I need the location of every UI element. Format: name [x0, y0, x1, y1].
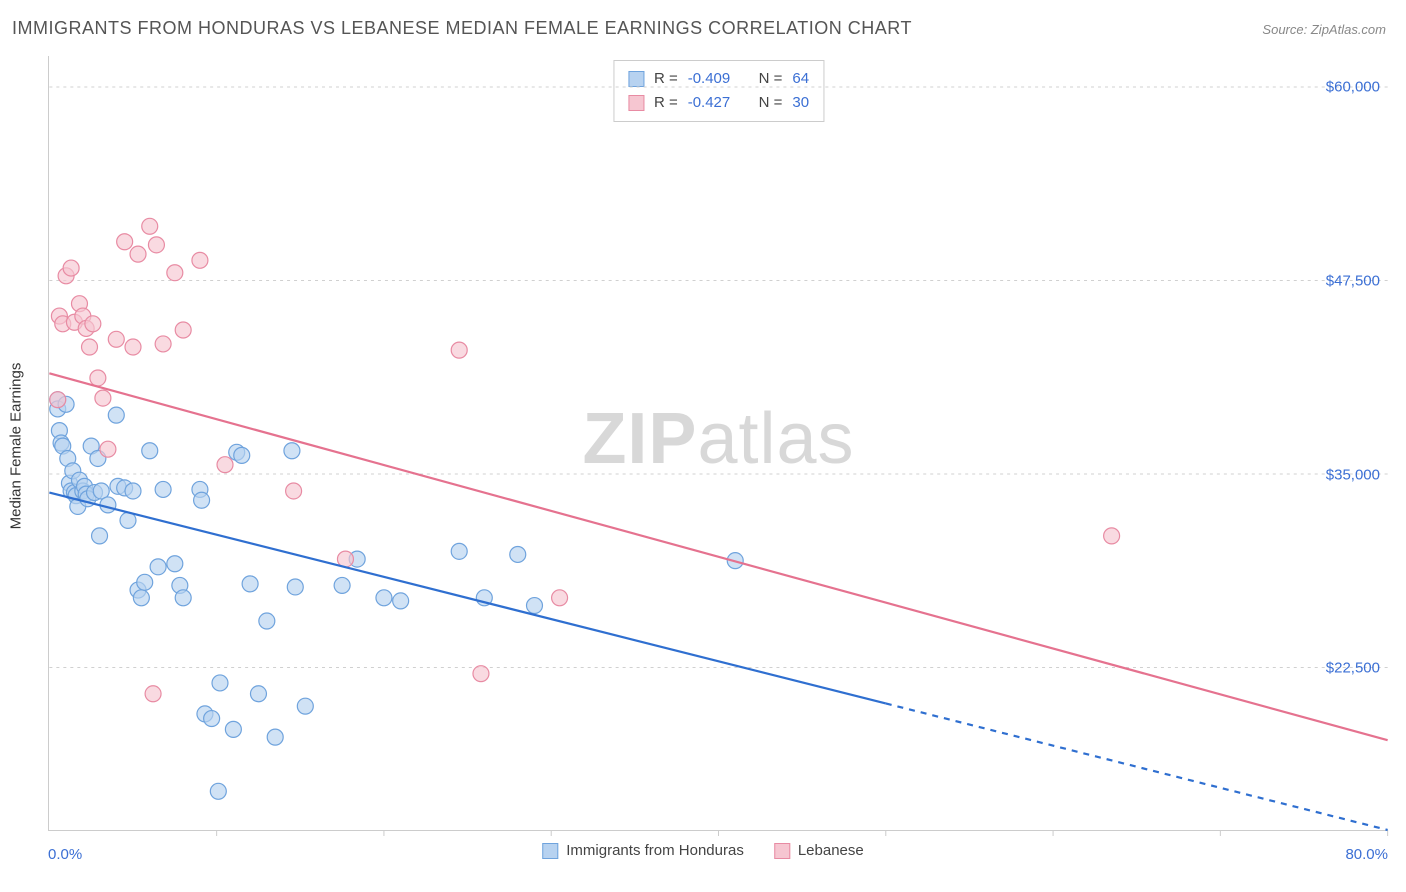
y-axis-title: Median Female Earnings	[8, 363, 25, 530]
legend-label-lebanese: Lebanese	[798, 842, 864, 859]
chart-title: IMMIGRANTS FROM HONDURAS VS LEBANESE MED…	[12, 18, 912, 39]
bottom-legend: Immigrants from Honduras Lebanese	[542, 842, 863, 859]
source-value: ZipAtlas.com	[1311, 22, 1386, 37]
y-tick-label: $35,000	[1326, 466, 1380, 483]
x-axis-min-label: 0.0%	[48, 846, 82, 863]
chart-container: IMMIGRANTS FROM HONDURAS VS LEBANESE MED…	[0, 0, 1406, 892]
y-tick-label: $60,000	[1326, 79, 1380, 96]
source-attribution: Source: ZipAtlas.com	[1262, 22, 1386, 37]
x-axis-max-label: 80.0%	[1345, 846, 1388, 863]
legend-swatch-honduras	[542, 843, 558, 859]
y-tick-label: $47,500	[1326, 272, 1380, 289]
legend-item-honduras: Immigrants from Honduras	[542, 842, 744, 859]
y-tick-label: $22,500	[1326, 660, 1380, 677]
chart-svg	[49, 56, 1388, 830]
legend-item-lebanese: Lebanese	[774, 842, 864, 859]
legend-label-honduras: Immigrants from Honduras	[566, 842, 744, 859]
legend-swatch-lebanese	[774, 843, 790, 859]
plot-area: ZIPatlas R = -0.409 N = 64 R = -0.427 N …	[48, 56, 1388, 831]
source-label: Source:	[1262, 22, 1307, 37]
